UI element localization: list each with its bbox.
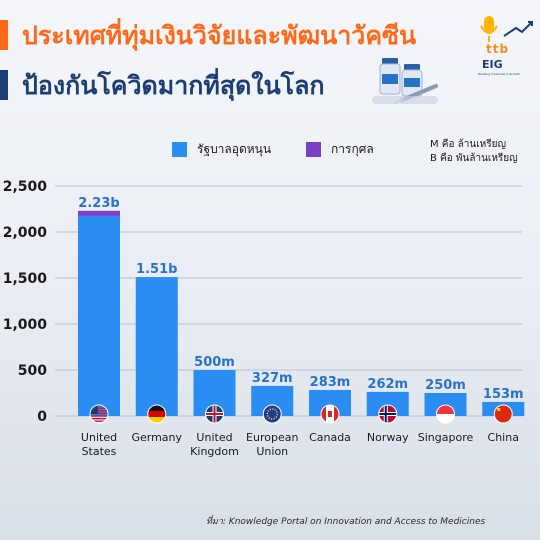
data-label: 2.23b bbox=[78, 196, 119, 211]
data-label: 250m bbox=[425, 378, 466, 393]
x-tick-label: Canada bbox=[309, 431, 351, 444]
singapore-flag-icon bbox=[436, 404, 455, 424]
y-tick-label: 2,000 bbox=[3, 225, 48, 241]
unit-note-b: B คือ พันล้านเหรียญ bbox=[430, 153, 518, 164]
data-label: 1.51b bbox=[136, 262, 177, 277]
data-label: 327m bbox=[252, 371, 293, 386]
y-tick-label: 500 bbox=[18, 363, 47, 379]
norway-flag-icon bbox=[378, 404, 398, 424]
page-title-line1: ประเทศที่ทุ่มเงินวิจัยและพัฒนาวัคซีน bbox=[22, 21, 417, 50]
y-tick-label: 1,000 bbox=[3, 317, 48, 333]
us-flag-icon bbox=[89, 404, 109, 424]
x-tick-label: Germany bbox=[131, 431, 182, 444]
legend-charity-label: การกุศล bbox=[331, 142, 374, 156]
logo-eig-text: EIG bbox=[482, 58, 503, 71]
unit-note-m: M คือ ล้านเหรียญ bbox=[430, 139, 507, 150]
x-tick-label: European bbox=[246, 431, 298, 444]
germany-flag-icon bbox=[147, 404, 167, 424]
x-tick-label: United bbox=[196, 431, 232, 444]
x-tick-label: States bbox=[82, 445, 117, 458]
data-label: 262m bbox=[367, 377, 408, 392]
logo-ttb-text: ttb bbox=[486, 42, 510, 56]
y-tick-label: 2,500 bbox=[3, 179, 48, 195]
eu-flag-icon bbox=[262, 404, 282, 424]
page-title-line2: ป้องกันโควิดมากที่สุดในโลก bbox=[22, 71, 325, 100]
bar-gov bbox=[135, 277, 178, 416]
ttb-eig-logo: ttb EIG Banking Customer's Growth bbox=[478, 14, 534, 76]
bar-gov bbox=[78, 215, 120, 416]
x-tick-label: Kingdom bbox=[190, 445, 239, 458]
data-label: 153m bbox=[483, 387, 524, 402]
legend-charity: การกุศล bbox=[306, 140, 374, 159]
legend-charity-swatch bbox=[306, 142, 321, 157]
y-tick-label: 0 bbox=[37, 409, 47, 425]
microphone-icon bbox=[480, 16, 533, 42]
x-tick-label: Norway bbox=[367, 431, 409, 444]
bar-charity bbox=[78, 210, 120, 216]
x-tick-label: United bbox=[81, 431, 117, 444]
vaccine-icon bbox=[372, 58, 438, 104]
data-label: 500m bbox=[194, 355, 235, 370]
title-accent-bar-2 bbox=[0, 70, 8, 100]
source-note: ที่มา: Knowledge Portal on Innovation an… bbox=[206, 517, 486, 527]
x-tick-label: Singapore bbox=[418, 431, 474, 444]
x-tick-label: China bbox=[488, 431, 519, 444]
legend-gov: รัฐบาลอุดหนุน bbox=[172, 140, 271, 159]
legend-gov-swatch bbox=[172, 142, 187, 157]
x-tick-label: Union bbox=[256, 445, 288, 458]
legend-gov-label: รัฐบาลอุดหนุน bbox=[197, 142, 272, 156]
canada-flag-icon bbox=[320, 404, 340, 424]
title-accent-bar bbox=[0, 20, 8, 50]
logo-tagline: Banking Customer's Growth bbox=[478, 72, 520, 76]
y-tick-label: 1,500 bbox=[3, 271, 48, 287]
data-label: 283m bbox=[310, 375, 351, 390]
uk-flag-icon bbox=[205, 404, 224, 424]
china-flag-icon bbox=[493, 404, 513, 424]
